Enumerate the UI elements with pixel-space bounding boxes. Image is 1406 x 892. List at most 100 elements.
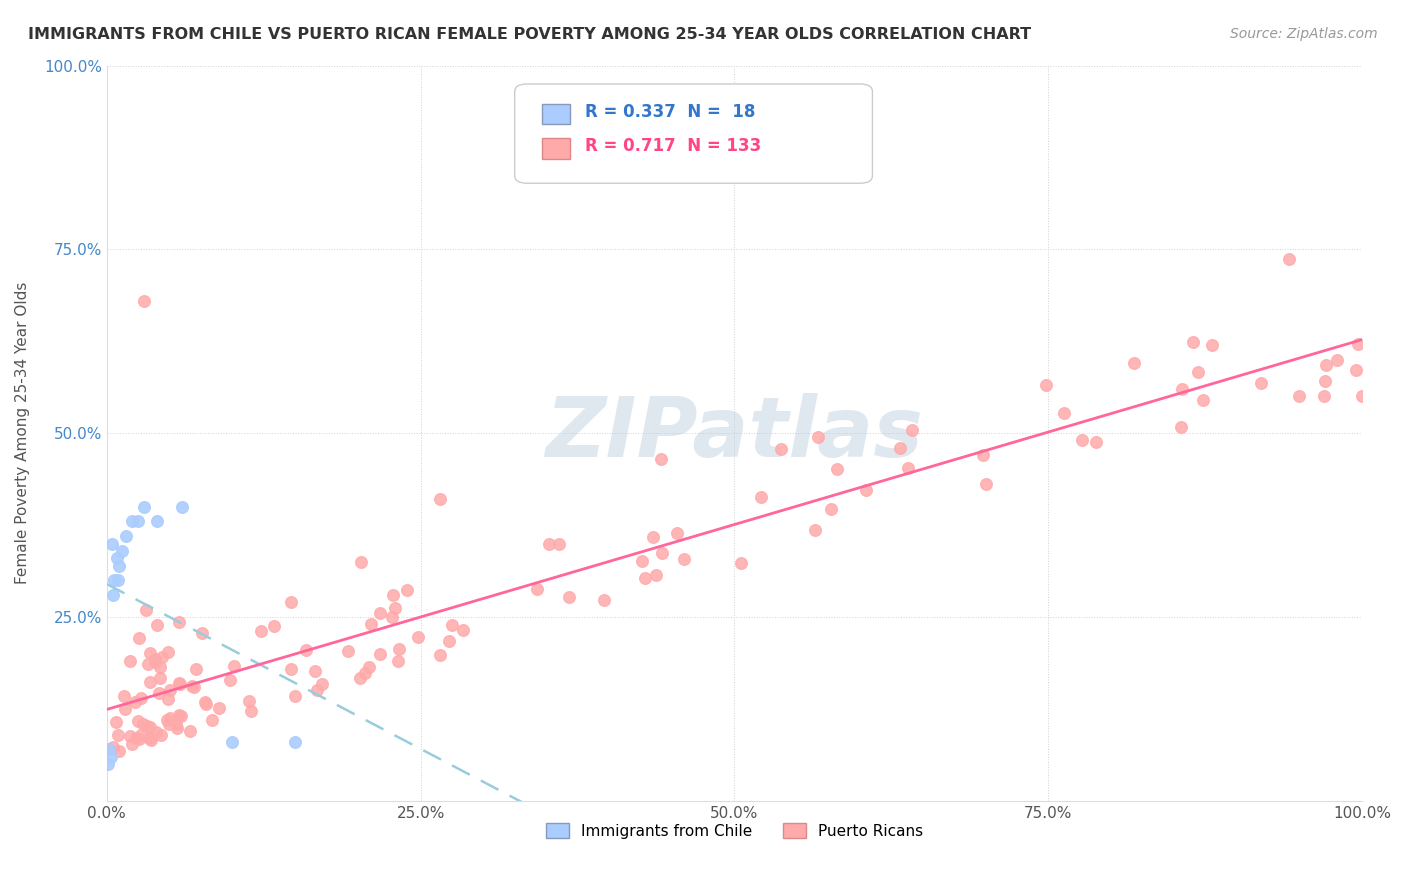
Point xyxy=(183,680,205,694)
Point xyxy=(897,461,920,475)
Point xyxy=(108,558,131,573)
Point xyxy=(1313,374,1336,388)
Point xyxy=(134,293,156,308)
Point xyxy=(111,544,134,558)
Point xyxy=(350,556,373,570)
Point xyxy=(337,644,360,658)
Point xyxy=(1122,356,1144,370)
Point xyxy=(186,662,208,676)
Point xyxy=(149,671,172,685)
Point xyxy=(395,583,418,598)
Point xyxy=(631,554,654,568)
FancyBboxPatch shape xyxy=(515,84,873,183)
Point xyxy=(1347,337,1369,351)
Point xyxy=(166,721,188,735)
Point xyxy=(280,595,302,609)
Point xyxy=(548,537,571,551)
Point xyxy=(157,691,180,706)
Point xyxy=(134,500,156,514)
Point xyxy=(1035,378,1057,392)
Point xyxy=(304,664,326,678)
Point xyxy=(165,717,187,731)
Point xyxy=(101,740,124,755)
Point xyxy=(128,731,150,746)
Point xyxy=(349,671,371,685)
Point xyxy=(437,634,460,648)
Point xyxy=(1326,352,1348,367)
Point xyxy=(121,515,143,529)
Point xyxy=(370,647,392,661)
Point xyxy=(194,698,217,712)
Point xyxy=(749,491,772,505)
Point xyxy=(208,701,231,715)
Point xyxy=(634,570,657,584)
Point xyxy=(820,502,842,516)
Point xyxy=(730,556,752,570)
Point xyxy=(644,567,666,582)
Bar xyxy=(543,138,569,159)
Point xyxy=(150,728,173,742)
Point xyxy=(770,442,793,456)
Point xyxy=(1315,358,1337,372)
Point xyxy=(1250,376,1272,390)
Point xyxy=(238,694,260,708)
Point xyxy=(972,449,994,463)
Point xyxy=(100,749,122,764)
Point xyxy=(121,737,143,751)
Point xyxy=(1201,338,1223,352)
Point xyxy=(138,731,160,745)
Point xyxy=(157,645,180,659)
Point xyxy=(263,618,285,632)
Point xyxy=(360,617,382,632)
Text: ZIPatlas: ZIPatlas xyxy=(546,392,924,474)
Point xyxy=(804,523,827,537)
Point xyxy=(1288,389,1310,403)
Point xyxy=(357,660,380,674)
Point xyxy=(1351,389,1374,403)
Point xyxy=(368,607,391,621)
Point xyxy=(146,515,169,529)
Point xyxy=(1192,392,1215,407)
Point xyxy=(181,679,204,693)
Point xyxy=(593,593,616,607)
Point xyxy=(201,713,224,727)
Point xyxy=(112,689,135,703)
Point xyxy=(124,695,146,709)
Point xyxy=(827,462,849,476)
Point xyxy=(222,658,245,673)
Point xyxy=(382,588,405,602)
Point xyxy=(138,720,160,734)
Text: IMMIGRANTS FROM CHILE VS PUERTO RICAN FEMALE POVERTY AMONG 25-34 YEAR OLDS CORRE: IMMIGRANTS FROM CHILE VS PUERTO RICAN FE… xyxy=(28,27,1031,42)
Point xyxy=(139,732,162,747)
Legend: Immigrants from Chile, Puerto Ricans: Immigrants from Chile, Puerto Ricans xyxy=(540,816,929,845)
Point xyxy=(157,716,180,731)
Point xyxy=(97,757,120,772)
Point xyxy=(387,654,409,668)
Point xyxy=(406,631,429,645)
Point xyxy=(138,657,160,671)
Point xyxy=(139,731,162,745)
Point xyxy=(139,675,162,690)
Point xyxy=(108,744,131,758)
Point xyxy=(381,609,404,624)
Point xyxy=(145,725,167,739)
Point xyxy=(1052,406,1074,420)
Point xyxy=(855,483,877,497)
Point xyxy=(976,477,998,491)
Point xyxy=(143,656,166,670)
Point xyxy=(807,430,830,444)
Bar xyxy=(543,103,569,124)
Point xyxy=(169,676,191,690)
Point xyxy=(249,624,271,639)
Point xyxy=(451,624,474,638)
Point xyxy=(538,537,561,551)
Point xyxy=(284,690,307,704)
Point xyxy=(170,708,193,723)
Point xyxy=(114,529,136,543)
Point xyxy=(295,642,318,657)
Point xyxy=(219,673,242,687)
Point xyxy=(440,617,463,632)
Text: R = 0.337  N =  18: R = 0.337 N = 18 xyxy=(585,103,755,121)
Point xyxy=(107,574,129,588)
Point xyxy=(1171,382,1194,396)
